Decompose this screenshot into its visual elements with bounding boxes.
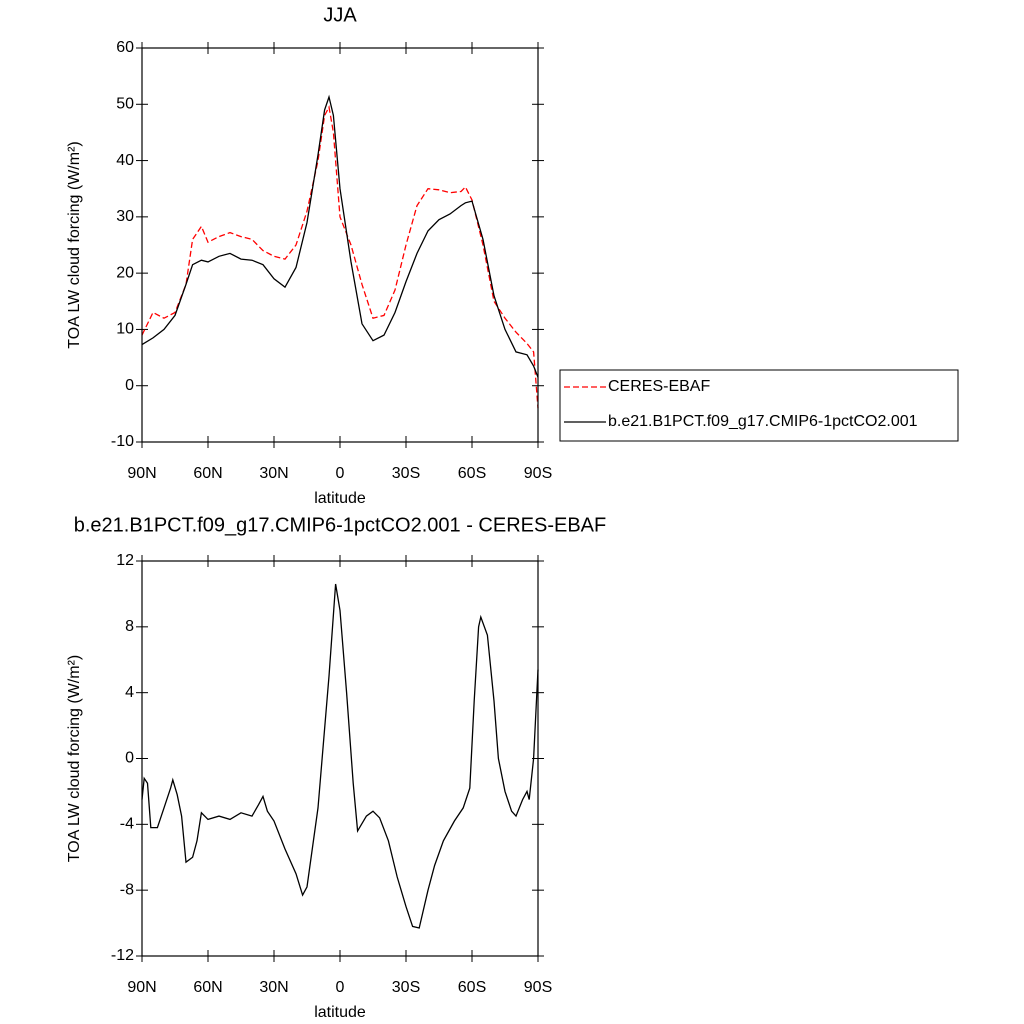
x-tick-label: 60S <box>458 465 486 482</box>
legend-label: CERES-EBAF <box>608 378 710 395</box>
x-axis-label: latitude <box>314 1004 366 1021</box>
plot-frame <box>141 47 539 443</box>
chart-title: JJA <box>323 4 357 26</box>
x-tick-label: 60S <box>458 979 486 996</box>
y-tick-label: 50 <box>116 96 134 113</box>
y-axis-label: TOA LW cloud forcing (W/m²) <box>66 655 83 862</box>
legend-box <box>559 369 959 442</box>
y-tick-label: 40 <box>116 152 134 169</box>
x-axis-label: latitude <box>314 490 366 507</box>
y-tick-label: -8 <box>120 881 134 898</box>
y-tick-label: 10 <box>116 321 134 338</box>
x-tick-label: 30N <box>259 979 288 996</box>
x-tick-label: 30N <box>259 465 288 482</box>
x-tick-label: 30S <box>392 465 420 482</box>
data-line <box>141 105 539 409</box>
x-tick-label: 0 <box>336 979 345 996</box>
chart-title: b.e21.B1PCT.f09_g17.CMIP6-1pctCO2.001 - … <box>74 514 606 536</box>
y-tick-label: -4 <box>120 816 134 833</box>
y-tick-label: 0 <box>125 377 134 394</box>
data-line <box>141 94 539 378</box>
y-tick-label: 12 <box>116 552 134 569</box>
y-tick-label: 20 <box>116 264 134 281</box>
y-tick-label: 60 <box>116 39 134 56</box>
data-line <box>141 583 539 929</box>
x-tick-label: 90S <box>524 979 552 996</box>
y-tick-label: -10 <box>111 433 134 450</box>
x-tick-label: 0 <box>336 465 345 482</box>
x-tick-label: 60N <box>193 979 222 996</box>
plot-frame <box>141 560 539 957</box>
x-tick-label: 90N <box>127 465 156 482</box>
y-tick-label: 8 <box>125 618 134 635</box>
y-axis-label: TOA LW cloud forcing (W/m²) <box>66 141 83 348</box>
y-tick-label: -12 <box>111 947 134 964</box>
y-tick-label: 4 <box>125 684 134 701</box>
x-tick-label: 60N <box>193 465 222 482</box>
x-tick-label: 90N <box>127 979 156 996</box>
x-tick-label: 30S <box>392 979 420 996</box>
legend-label: b.e21.B1PCT.f09_g17.CMIP6-1pctCO2.001 <box>608 413 918 430</box>
y-tick-label: 30 <box>116 208 134 225</box>
y-tick-label: 0 <box>125 750 134 767</box>
x-tick-label: 90S <box>524 465 552 482</box>
